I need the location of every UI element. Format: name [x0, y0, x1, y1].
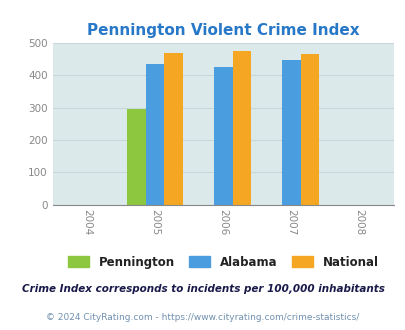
Bar [281, 60, 300, 205]
Bar [213, 67, 232, 205]
Bar [164, 53, 182, 205]
Bar [145, 64, 164, 205]
Bar [127, 109, 145, 205]
Legend: Pennington, Alabama, National: Pennington, Alabama, National [68, 256, 377, 269]
Bar [300, 54, 318, 205]
Title: Pennington Violent Crime Index: Pennington Violent Crime Index [87, 22, 359, 38]
Text: © 2024 CityRating.com - https://www.cityrating.com/crime-statistics/: © 2024 CityRating.com - https://www.city… [46, 313, 359, 322]
Text: Crime Index corresponds to incidents per 100,000 inhabitants: Crime Index corresponds to incidents per… [21, 284, 384, 294]
Bar [232, 51, 250, 205]
